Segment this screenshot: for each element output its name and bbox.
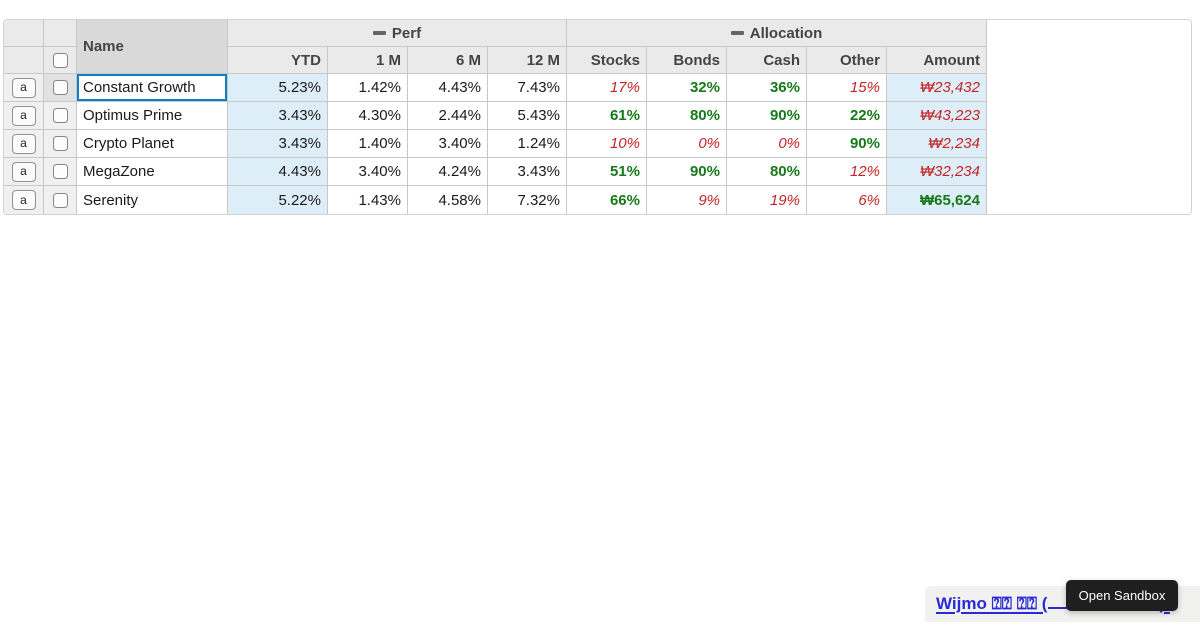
cell-stocks[interactable]: 66% xyxy=(567,186,647,214)
select-all-cell xyxy=(44,47,77,74)
cell-cash[interactable]: 0% xyxy=(727,130,807,158)
top-left-corner-cell xyxy=(4,20,44,47)
cell-amount[interactable]: ₩43,223 xyxy=(887,102,987,130)
cell-1m[interactable]: 3.40% xyxy=(328,158,408,186)
row-button[interactable]: a xyxy=(11,190,36,210)
cell-bonds[interactable]: 90% xyxy=(647,158,727,186)
row-header-button-cell: a xyxy=(4,186,44,214)
cell-cash[interactable]: 36% xyxy=(727,74,807,102)
cell-6m[interactable]: 3.40% xyxy=(408,130,488,158)
row-header-corner-cell xyxy=(4,47,44,74)
cell-other[interactable]: 6% xyxy=(807,186,887,214)
top-left-corner-cell xyxy=(44,20,77,47)
cell-ytd[interactable]: 5.22% xyxy=(228,186,328,214)
row-checkbox-cell xyxy=(44,102,77,130)
column-header-amount[interactable]: Amount xyxy=(887,47,987,74)
row-button[interactable]: a xyxy=(11,105,36,126)
cell-cash[interactable]: 19% xyxy=(727,186,807,214)
cell-bonds[interactable]: 9% xyxy=(647,186,727,214)
row-header-button-cell: a xyxy=(4,158,44,186)
cell-12m[interactable]: 1.24% xyxy=(488,130,567,158)
cell-stocks[interactable]: 17% xyxy=(567,74,647,102)
row-checkbox[interactable] xyxy=(52,136,68,151)
group-header-perf[interactable]: Perf xyxy=(228,20,567,47)
cell-6m[interactable]: 2.44% xyxy=(408,102,488,130)
perf-collapse-icon[interactable] xyxy=(372,31,386,35)
cell-12m[interactable]: 7.43% xyxy=(488,74,567,102)
row-header-button-cell: a xyxy=(4,74,44,102)
cell-stocks[interactable]: 51% xyxy=(567,158,647,186)
cell-stocks[interactable]: 61% xyxy=(567,102,647,130)
cell-other[interactable]: 90% xyxy=(807,130,887,158)
cell-name[interactable]: Constant Growth xyxy=(77,74,228,102)
cell-1m[interactable]: 1.40% xyxy=(328,130,408,158)
row-button[interactable]: a xyxy=(11,133,36,154)
row-checkbox[interactable] xyxy=(52,192,68,208)
perf-group-label: Perf xyxy=(391,24,422,42)
cell-ytd[interactable]: 3.43% xyxy=(228,130,328,158)
column-header-bonds[interactable]: Bonds xyxy=(647,47,727,74)
group-header-allocation[interactable]: Allocation xyxy=(567,20,987,47)
cell-amount[interactable]: ₩23,432 xyxy=(887,74,987,102)
cell-1m[interactable]: 1.42% xyxy=(328,74,408,102)
column-header-6m[interactable]: 6 M xyxy=(408,47,488,74)
row-checkbox[interactable] xyxy=(52,164,68,179)
wijmo-link-text: Wijmo ⍰⍰ ⍰⍰ ( xyxy=(936,594,1048,613)
cell-other[interactable]: 22% xyxy=(807,102,887,130)
cell-stocks[interactable]: 10% xyxy=(567,130,647,158)
row-checkbox-cell xyxy=(44,130,77,158)
cell-6m[interactable]: 4.43% xyxy=(408,74,488,102)
cell-6m[interactable]: 4.58% xyxy=(408,186,488,214)
flexgrid: Name Perf Allocation YTD 1 M 6 M 12 M St… xyxy=(3,19,1192,215)
row-button[interactable]: a xyxy=(11,161,36,182)
cell-name[interactable]: Crypto Planet xyxy=(77,130,228,158)
row-header-button-cell: a xyxy=(4,130,44,158)
cell-name[interactable]: Optimus Prime xyxy=(77,102,228,130)
cell-other[interactable]: 15% xyxy=(807,74,887,102)
select-all-checkbox[interactable] xyxy=(52,52,68,68)
cell-amount[interactable]: ₩65,624 xyxy=(887,186,987,214)
cell-12m[interactable]: 5.43% xyxy=(488,102,567,130)
allocation-collapse-icon[interactable] xyxy=(730,31,744,35)
open-sandbox-tooltip: Open Sandbox xyxy=(1066,580,1178,611)
cell-12m[interactable]: 3.43% xyxy=(488,158,567,186)
row-header-button-cell: a xyxy=(4,102,44,130)
cell-ytd[interactable]: 3.43% xyxy=(228,102,328,130)
cell-1m[interactable]: 4.30% xyxy=(328,102,408,130)
row-checkbox-cell xyxy=(44,74,77,102)
column-header-cash[interactable]: Cash xyxy=(727,47,807,74)
cell-amount[interactable]: ₩2,234 xyxy=(887,130,987,158)
column-header-1m[interactable]: 1 M xyxy=(328,47,408,74)
column-header-stocks[interactable]: Stocks xyxy=(567,47,647,74)
row-checkbox[interactable] xyxy=(52,80,68,95)
cell-6m[interactable]: 4.24% xyxy=(408,158,488,186)
column-header-12m[interactable]: 12 M xyxy=(488,47,567,74)
grid-empty-area xyxy=(987,20,1191,214)
cell-1m[interactable]: 1.43% xyxy=(328,186,408,214)
column-header-name[interactable]: Name xyxy=(77,20,228,74)
cell-amount[interactable]: ₩32,234 xyxy=(887,158,987,186)
cell-cash[interactable]: 90% xyxy=(727,102,807,130)
row-button[interactable]: a xyxy=(11,77,36,98)
row-checkbox-cell xyxy=(44,158,77,186)
cell-bonds[interactable]: 32% xyxy=(647,74,727,102)
cell-name[interactable]: Serenity xyxy=(77,186,228,214)
cell-bonds[interactable]: 80% xyxy=(647,102,727,130)
row-checkbox-cell xyxy=(44,186,77,214)
cell-ytd[interactable]: 4.43% xyxy=(228,158,328,186)
cell-12m[interactable]: 7.32% xyxy=(488,186,567,214)
row-checkbox[interactable] xyxy=(52,108,68,123)
cell-name[interactable]: MegaZone xyxy=(77,158,228,186)
allocation-group-label: Allocation xyxy=(749,24,823,42)
cell-other[interactable]: 12% xyxy=(807,158,887,186)
cell-ytd[interactable]: 5.23% xyxy=(228,74,328,102)
column-header-ytd[interactable]: YTD xyxy=(228,47,328,74)
cell-bonds[interactable]: 0% xyxy=(647,130,727,158)
cell-cash[interactable]: 80% xyxy=(727,158,807,186)
column-header-other[interactable]: Other xyxy=(807,47,887,74)
